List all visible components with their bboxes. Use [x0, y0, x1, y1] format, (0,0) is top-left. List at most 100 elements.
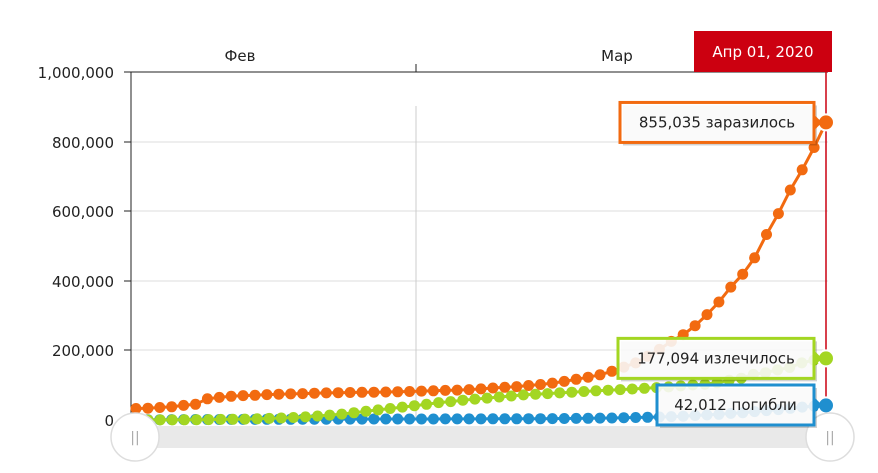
- data-point-confirmed[interactable]: [713, 296, 725, 308]
- data-point-recovered[interactable]: [433, 397, 445, 409]
- data-point-deaths[interactable]: [511, 413, 523, 425]
- data-point-confirmed[interactable]: [511, 381, 523, 393]
- data-point-recovered[interactable]: [505, 390, 517, 402]
- data-point-confirmed[interactable]: [749, 252, 761, 264]
- data-point-confirmed[interactable]: [237, 390, 249, 402]
- data-point-deaths[interactable]: [630, 412, 642, 423]
- data-point-confirmed[interactable]: [523, 380, 535, 391]
- data-point-recovered[interactable]: [469, 393, 481, 405]
- data-point-confirmed[interactable]: [796, 164, 808, 176]
- data-point-recovered[interactable]: [360, 405, 372, 417]
- data-point-deaths[interactable]: [416, 413, 427, 425]
- data-point-confirmed[interactable]: [154, 402, 166, 413]
- data-point-deaths[interactable]: [570, 412, 582, 424]
- data-point-deaths[interactable]: [404, 413, 416, 425]
- data-point-confirmed[interactable]: [261, 389, 273, 401]
- data-point-recovered[interactable]: [215, 413, 227, 425]
- data-point-recovered[interactable]: [275, 412, 287, 424]
- data-point-confirmed[interactable]: [344, 387, 356, 398]
- data-point-confirmed[interactable]: [178, 399, 190, 411]
- data-point-deaths[interactable]: [499, 413, 511, 425]
- data-point-deaths[interactable]: [451, 413, 463, 425]
- data-point-confirmed[interactable]: [761, 229, 772, 240]
- data-point-confirmed[interactable]: [808, 142, 820, 153]
- data-point-recovered[interactable]: [154, 414, 166, 426]
- data-point-recovered[interactable]: [348, 407, 360, 419]
- data-point-recovered[interactable]: [530, 388, 541, 400]
- data-point-confirmed[interactable]: [297, 388, 309, 400]
- data-point-deaths[interactable]: [463, 413, 475, 425]
- data-point-recovered[interactable]: [191, 414, 202, 426]
- data-point-recovered[interactable]: [421, 398, 432, 410]
- data-point-recovered[interactable]: [638, 382, 650, 394]
- data-point-recovered[interactable]: [566, 386, 578, 398]
- data-point-deaths[interactable]: [439, 413, 451, 425]
- data-point-confirmed[interactable]: [404, 386, 416, 397]
- data-point-recovered[interactable]: [203, 414, 215, 426]
- data-point-confirmed[interactable]: [463, 384, 475, 396]
- data-point-confirmed[interactable]: [558, 375, 570, 387]
- range-handle-left[interactable]: ||: [110, 412, 160, 462]
- data-point-recovered[interactable]: [239, 413, 251, 425]
- data-point-recovered[interactable]: [300, 411, 311, 423]
- data-point-confirmed[interactable]: [320, 387, 332, 399]
- data-point-recovered[interactable]: [166, 414, 178, 426]
- data-point-deaths[interactable]: [475, 413, 487, 425]
- data-point-recovered[interactable]: [445, 396, 457, 408]
- data-point-recovered[interactable]: [493, 391, 505, 403]
- data-point-recovered[interactable]: [372, 404, 384, 416]
- data-point-recovered[interactable]: [384, 403, 396, 414]
- data-point-deaths[interactable]: [535, 413, 546, 425]
- data-point-confirmed[interactable]: [689, 320, 701, 332]
- data-point-deaths[interactable]: [594, 412, 606, 424]
- data-point-confirmed[interactable]: [392, 386, 404, 398]
- data-point-recovered[interactable]: [517, 389, 529, 401]
- data-point-recovered[interactable]: [408, 400, 420, 412]
- data-point-recovered[interactable]: [626, 383, 638, 395]
- data-point-recovered[interactable]: [614, 384, 626, 396]
- data-point-confirmed[interactable]: [546, 377, 558, 389]
- data-point-deaths[interactable]: [606, 412, 618, 424]
- data-point-confirmed[interactable]: [380, 386, 392, 398]
- data-point-confirmed[interactable]: [213, 391, 225, 403]
- range-handle-right[interactable]: ||: [805, 412, 855, 462]
- data-point-deaths[interactable]: [380, 413, 392, 425]
- data-point-deaths[interactable]: [392, 413, 404, 425]
- data-point-confirmed[interactable]: [142, 402, 154, 414]
- data-point-confirmed[interactable]: [225, 390, 237, 402]
- data-point-deaths[interactable]: [582, 412, 594, 424]
- data-point-deaths[interactable]: [368, 413, 380, 425]
- data-point-deaths[interactable]: [487, 413, 499, 425]
- data-point-confirmed[interactable]: [249, 389, 261, 401]
- data-point-deaths[interactable]: [618, 412, 630, 424]
- data-point-recovered[interactable]: [542, 388, 554, 400]
- data-point-confirmed[interactable]: [701, 309, 713, 321]
- data-point-recovered[interactable]: [602, 384, 614, 396]
- data-point-recovered[interactable]: [312, 410, 324, 422]
- data-point-confirmed[interactable]: [439, 384, 451, 396]
- data-point-recovered[interactable]: [251, 413, 263, 425]
- data-point-recovered[interactable]: [396, 401, 408, 413]
- data-point-confirmed[interactable]: [499, 381, 511, 393]
- data-point-recovered[interactable]: [178, 414, 190, 426]
- range-navigator-track[interactable]: [131, 426, 828, 448]
- data-point-confirmed[interactable]: [725, 281, 737, 293]
- data-point-confirmed[interactable]: [416, 385, 427, 397]
- data-point-recovered[interactable]: [263, 412, 275, 424]
- data-point-deaths[interactable]: [642, 411, 654, 423]
- data-point-confirmed[interactable]: [582, 371, 594, 383]
- data-point-confirmed[interactable]: [368, 386, 380, 398]
- data-point-recovered[interactable]: [590, 385, 602, 397]
- data-point-confirmed[interactable]: [487, 382, 499, 394]
- data-point-confirmed[interactable]: [166, 401, 178, 413]
- data-point-recovered[interactable]: [457, 394, 469, 406]
- data-point-confirmed[interactable]: [570, 373, 582, 385]
- data-point-confirmed[interactable]: [535, 379, 546, 390]
- data-point-confirmed[interactable]: [606, 365, 618, 377]
- data-point-confirmed[interactable]: [772, 208, 784, 220]
- data-point-recovered[interactable]: [578, 386, 590, 397]
- data-point-recovered[interactable]: [481, 392, 493, 404]
- data-point-confirmed[interactable]: [308, 387, 320, 399]
- data-point-confirmed[interactable]: [475, 383, 487, 395]
- data-point-confirmed[interactable]: [273, 388, 285, 400]
